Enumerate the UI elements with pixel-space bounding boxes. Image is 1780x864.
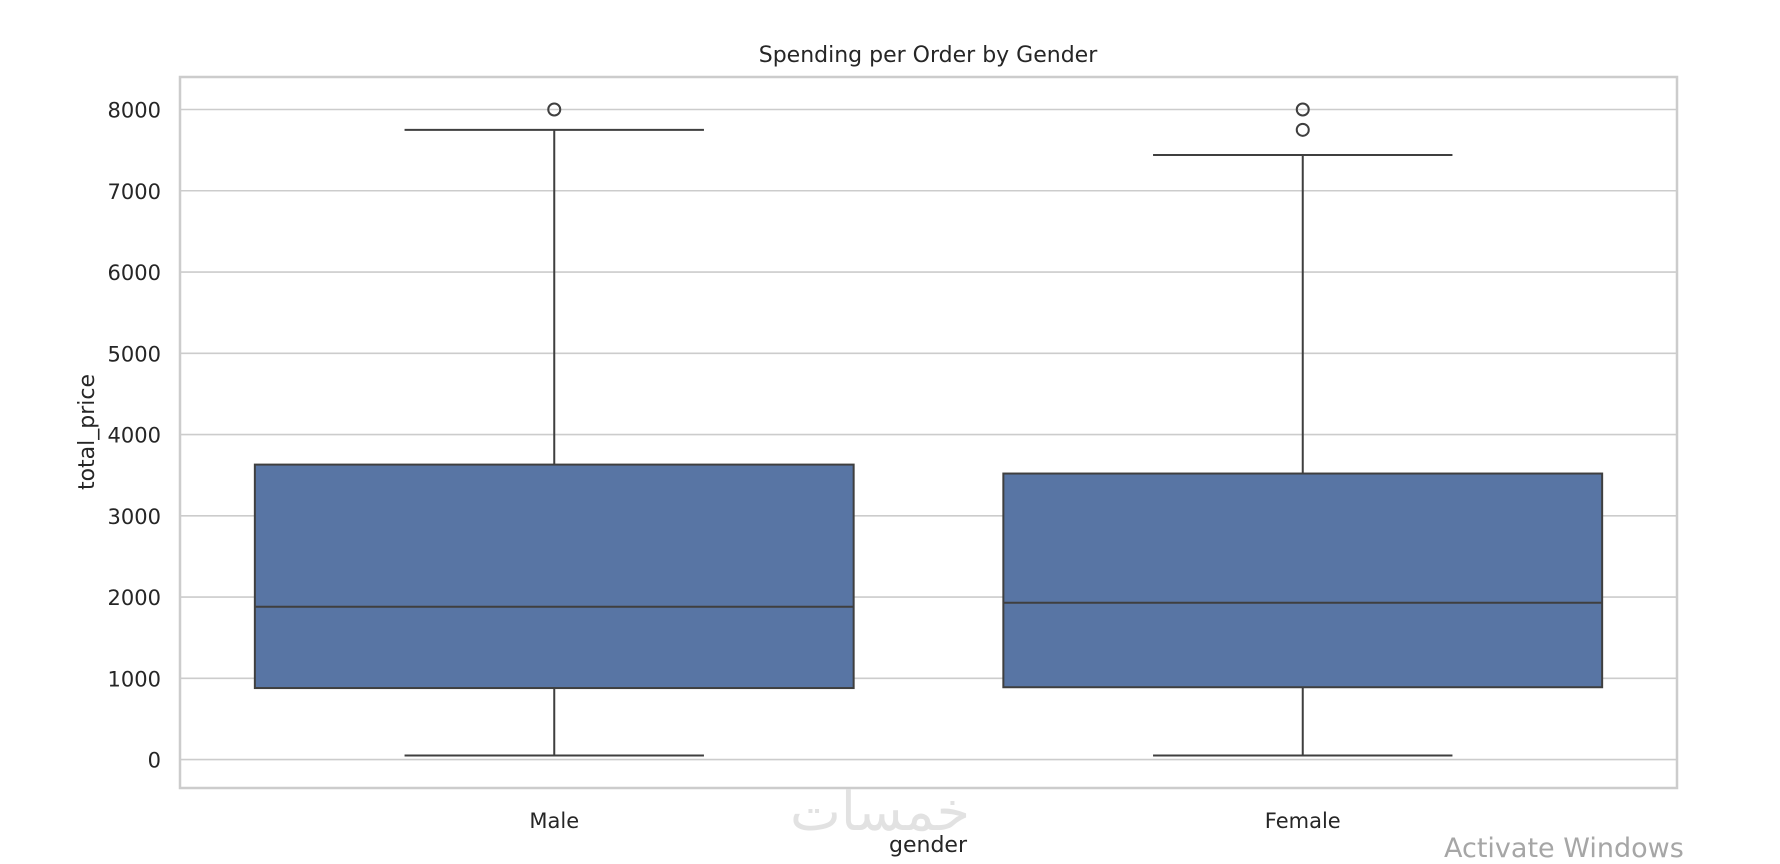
y-tick-label: 0	[148, 749, 161, 773]
box-female	[1002, 102, 1604, 757]
outlier-point	[547, 102, 562, 117]
iqr-box	[1002, 472, 1604, 689]
box-male	[253, 102, 855, 757]
x-tick-label: Female	[1265, 809, 1341, 833]
y-axis-label: total_price	[75, 374, 100, 490]
x-tick-label: Male	[529, 809, 579, 833]
y-tick-label: 1000	[108, 667, 161, 691]
y-tick-label: 4000	[108, 424, 161, 448]
y-tick-label: 3000	[108, 505, 161, 529]
y-tick-labels: 0 1000 2000 3000 4000 5000 6000 7000 8000	[108, 99, 161, 773]
khamsat-watermark: خمسات	[790, 780, 971, 843]
y-tick-label: 6000	[108, 261, 161, 285]
iqr-box	[253, 463, 855, 690]
x-axis-label: gender	[889, 833, 968, 858]
y-tick-label: 8000	[108, 99, 161, 123]
outlier-point	[1295, 122, 1310, 137]
y-tick-label: 5000	[108, 342, 161, 366]
y-tick-label: 2000	[108, 586, 161, 610]
chart-title: Spending per Order by Gender	[759, 43, 1098, 68]
outlier-point	[1295, 102, 1310, 117]
y-tick-label: 7000	[108, 180, 161, 204]
activate-windows-watermark: Activate Windows	[1444, 833, 1684, 864]
x-tick-labels: Male Female	[529, 809, 1340, 833]
plot-frame	[178, 75, 1679, 790]
boxes	[253, 102, 1604, 757]
